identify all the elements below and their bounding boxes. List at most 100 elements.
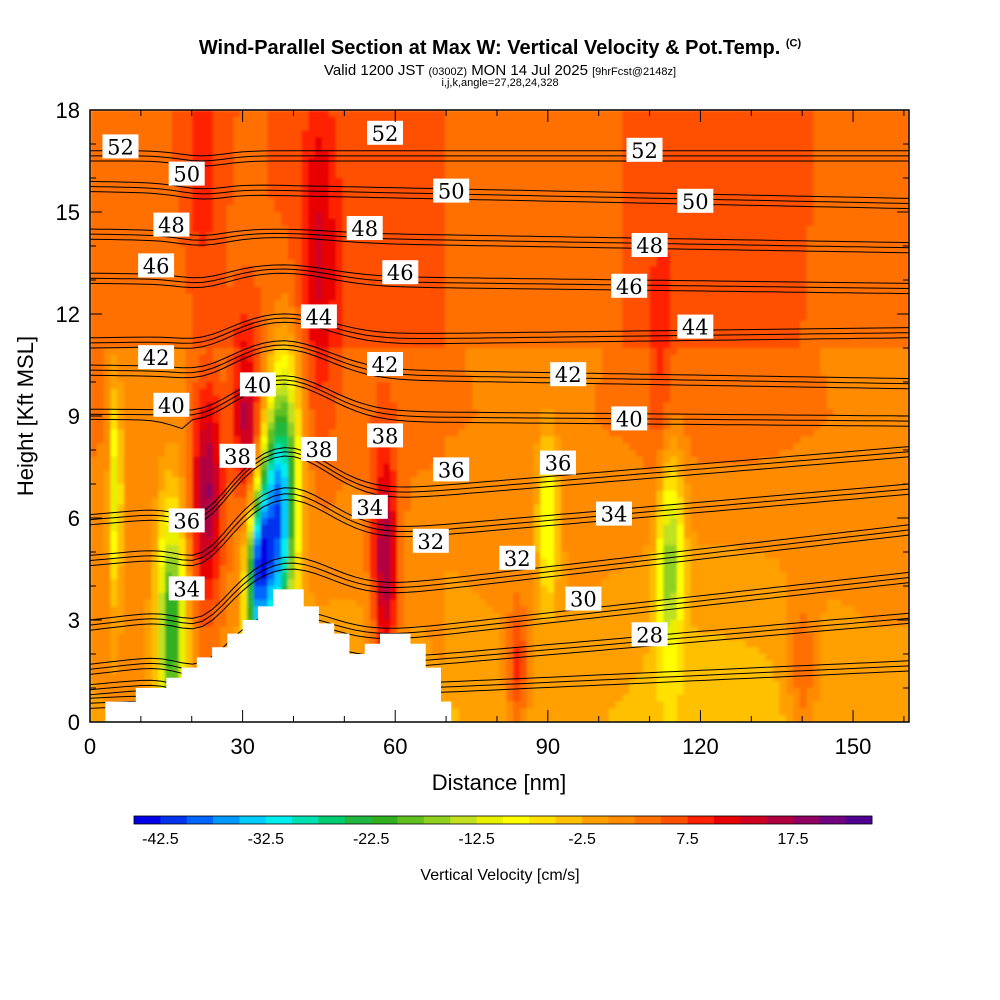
- w-cell: [847, 212, 855, 220]
- w-cell: [833, 225, 842, 233]
- w-cell: [554, 239, 562, 247]
- w-cell: [260, 354, 269, 363]
- w-cell: [240, 361, 248, 369]
- w-cell: [656, 123, 664, 131]
- w-cell: [485, 259, 494, 267]
- w-cell: [144, 307, 153, 315]
- w-cell: [656, 348, 664, 356]
- w-cell: [595, 116, 603, 125]
- w-cell: [888, 150, 896, 159]
- w-cell: [813, 259, 821, 267]
- w-cell: [792, 164, 801, 172]
- w-cell: [185, 354, 193, 363]
- w-cell: [690, 218, 699, 227]
- w-cell: [724, 110, 733, 118]
- w-cell: [383, 239, 391, 247]
- w-cell: [219, 110, 228, 118]
- w-cell: [472, 246, 480, 254]
- w-cell: [342, 225, 350, 233]
- w-cell: [226, 300, 234, 308]
- w-cell: [752, 246, 760, 254]
- w-cell: [274, 266, 282, 274]
- w-cell: [670, 239, 678, 247]
- w-cell: [315, 259, 323, 267]
- w-cell: [731, 375, 739, 383]
- w-cell: [513, 198, 521, 206]
- w-cell: [533, 130, 542, 138]
- w-cell: [663, 218, 671, 227]
- w-cell: [287, 116, 296, 125]
- w-cell: [854, 178, 862, 186]
- w-cell: [670, 198, 678, 206]
- w-cell: [267, 300, 275, 308]
- w-cell: [240, 198, 248, 206]
- w-cell: [124, 354, 132, 363]
- w-cell: [690, 232, 699, 240]
- w-cell: [417, 368, 426, 376]
- w-cell: [813, 239, 821, 247]
- w-cell: [547, 110, 555, 118]
- w-cell: [335, 273, 344, 281]
- w-cell: [226, 368, 234, 376]
- w-cell: [649, 300, 658, 308]
- w-cell: [690, 212, 699, 220]
- w-cell: [246, 178, 255, 186]
- w-cell: [895, 300, 903, 308]
- w-cell: [301, 150, 309, 159]
- w-cell: [506, 300, 514, 308]
- w-cell: [615, 382, 623, 390]
- w-cell: [424, 239, 432, 247]
- w-cell: [717, 320, 726, 329]
- w-cell: [212, 116, 221, 125]
- w-cell: [601, 348, 610, 356]
- w-cell: [212, 266, 221, 274]
- w-cell: [315, 171, 323, 179]
- w-cell: [315, 198, 323, 206]
- w-cell: [349, 110, 357, 118]
- w-cell: [274, 320, 282, 329]
- w-cell: [683, 300, 692, 308]
- w-cell: [294, 150, 303, 159]
- w-cell: [854, 252, 862, 261]
- w-cell: [328, 123, 337, 131]
- w-cell: [267, 348, 275, 356]
- w-cell: [676, 354, 685, 363]
- w-cell: [90, 252, 98, 261]
- w-cell: [403, 246, 412, 254]
- w-cell: [567, 286, 576, 295]
- w-cell: [424, 375, 432, 383]
- w-cell: [219, 157, 228, 165]
- w-cell: [472, 327, 480, 335]
- w-cell: [772, 239, 780, 247]
- w-cell: [772, 116, 780, 125]
- w-cell: [479, 225, 487, 233]
- w-cell: [724, 286, 733, 295]
- w-cell: [431, 110, 439, 118]
- w-cell: [130, 286, 139, 295]
- w-cell: [376, 280, 385, 288]
- w-cell: [847, 368, 855, 376]
- w-cell: [322, 239, 330, 247]
- w-cell: [711, 218, 719, 227]
- w-cell: [499, 164, 507, 172]
- w-cell: [676, 164, 685, 172]
- w-cell: [752, 218, 760, 227]
- w-cell: [806, 150, 815, 159]
- w-cell: [813, 280, 821, 288]
- w-cell: [874, 273, 883, 281]
- w-cell: [130, 205, 139, 213]
- w-cell: [226, 123, 234, 131]
- w-cell: [130, 178, 139, 186]
- w-cell: [540, 307, 548, 315]
- w-cell: [711, 252, 719, 261]
- w-cell: [438, 212, 446, 220]
- w-cell: [335, 307, 344, 315]
- w-cell: [479, 293, 487, 301]
- w-cell: [144, 212, 153, 220]
- w-cell: [629, 314, 637, 322]
- w-cell: [540, 348, 548, 356]
- w-cell: [287, 178, 296, 186]
- w-cell: [444, 171, 453, 179]
- w-cell: [356, 246, 364, 254]
- w-cell: [492, 137, 501, 145]
